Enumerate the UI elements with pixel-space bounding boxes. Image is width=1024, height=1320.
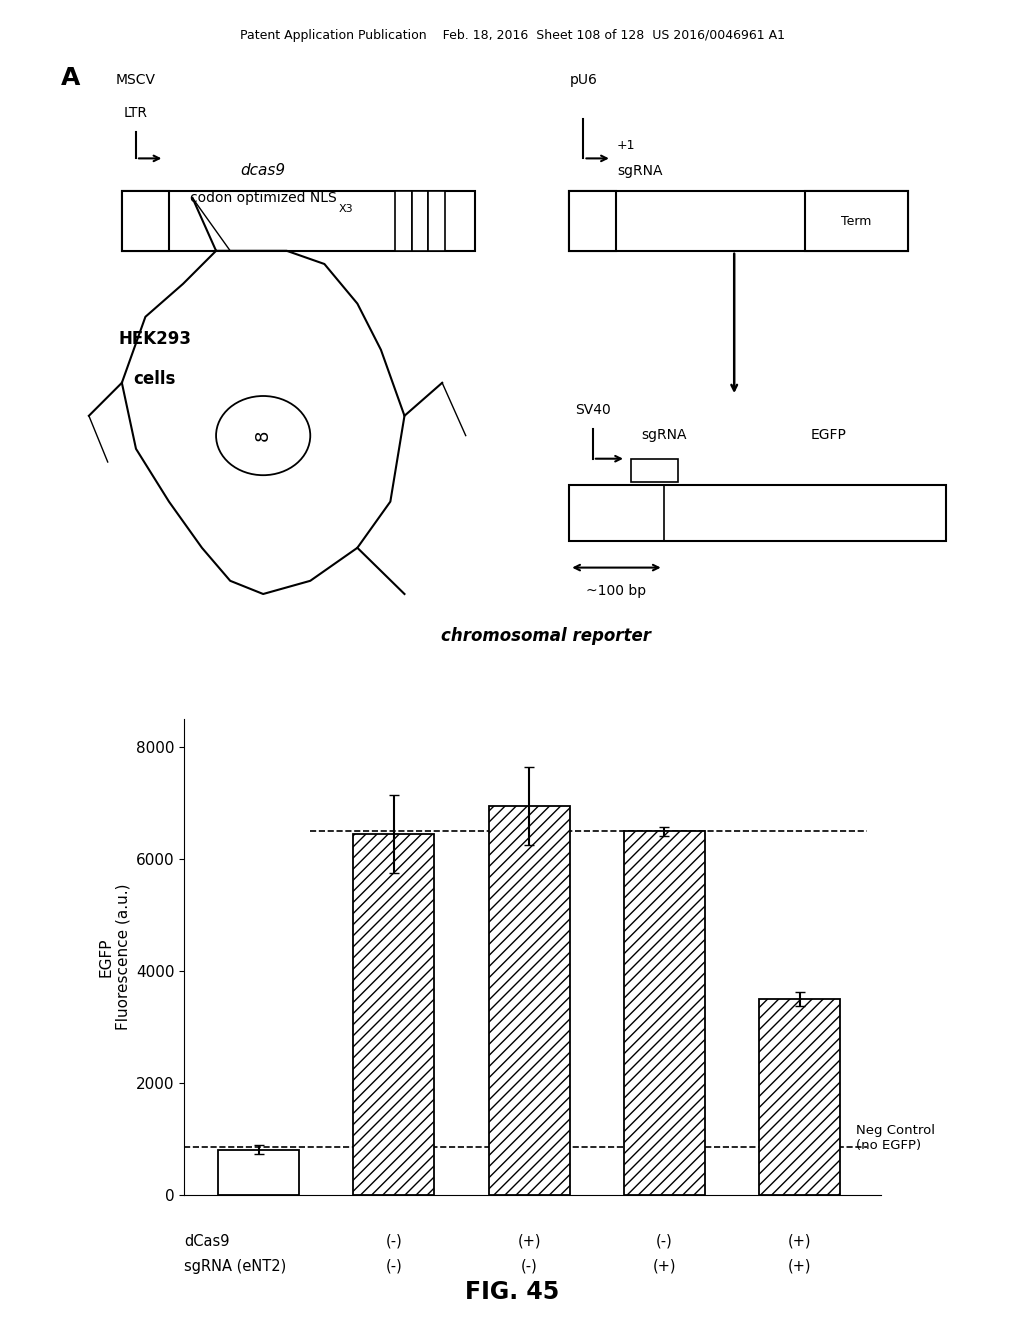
Bar [412,191,428,251]
Text: (-): (-) [521,1259,538,1274]
Text: sgRNA: sgRNA [641,428,686,442]
Bar [218,1150,299,1195]
Text: pU6: pU6 [569,73,597,87]
Text: cells: cells [134,370,176,388]
Bar [428,191,444,251]
Bar [488,807,569,1195]
Y-axis label: EGFP
Fluorescence (a.u.): EGFP Fluorescence (a.u.) [98,884,130,1030]
Text: Patent Application Publication    Feb. 18, 2016  Sheet 108 of 128  US 2016/00469: Patent Application Publication Feb. 18, … [240,29,784,42]
Text: (+): (+) [652,1259,676,1274]
Text: MSCV: MSCV [116,73,156,87]
Text: (-): (-) [385,1234,402,1249]
Text: A: A [60,66,80,90]
Text: Term: Term [842,215,871,227]
Text: chromosomal reporter: chromosomal reporter [440,627,651,645]
Bar [569,191,908,251]
Text: codon optimized NLS: codon optimized NLS [189,190,337,205]
Text: EGFP: EGFP [810,428,847,442]
Text: SV40: SV40 [575,403,610,417]
Bar [631,458,678,482]
Bar [624,832,705,1195]
Text: ~100 bp: ~100 bp [587,583,646,598]
Ellipse shape [216,396,310,475]
Text: (-): (-) [385,1259,402,1274]
Text: (+): (+) [787,1234,811,1249]
Bar [353,834,434,1195]
Text: (-): (-) [656,1234,673,1249]
Bar [805,191,908,251]
Bar [395,191,412,251]
Text: HEK293: HEK293 [119,330,191,348]
Text: Neg Control
(no EGFP): Neg Control (no EGFP) [856,1123,935,1151]
Text: 8: 8 [254,430,272,441]
Text: (+): (+) [787,1259,811,1274]
Bar [122,191,475,251]
Text: dCas9: dCas9 [184,1234,229,1249]
Bar [569,484,946,541]
Bar [122,191,169,251]
Text: LTR: LTR [124,106,148,120]
Text: dcas9: dcas9 [241,164,286,178]
Text: X3: X3 [339,205,353,214]
Text: sgRNA: sgRNA [617,164,663,178]
Text: +1: +1 [616,139,635,152]
Text: (+): (+) [517,1234,541,1249]
Bar [569,191,616,251]
Bar [759,999,840,1195]
Text: sgRNA (eNT2): sgRNA (eNT2) [184,1259,287,1274]
Text: FIG. 45: FIG. 45 [465,1280,559,1304]
